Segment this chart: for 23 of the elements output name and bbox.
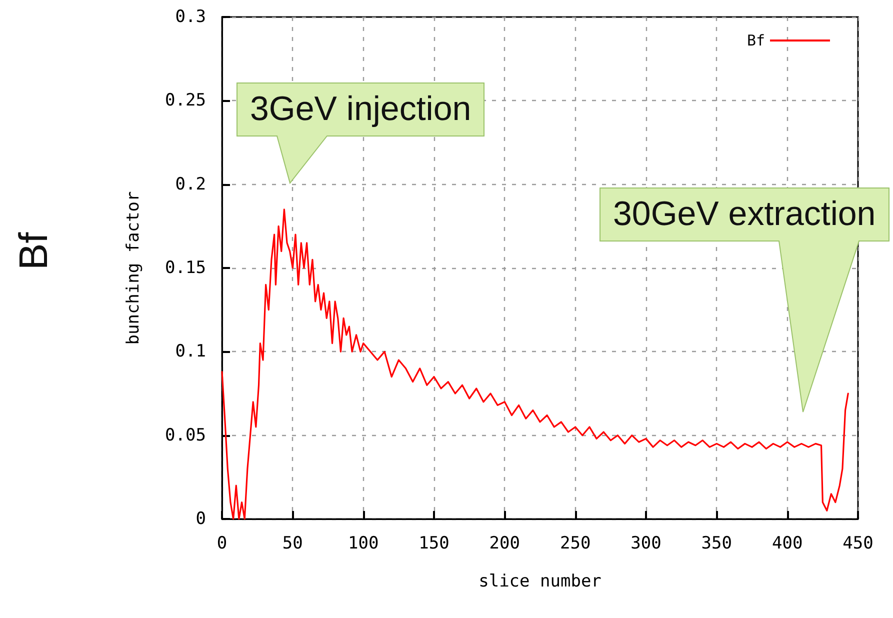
annotation: 3GeV injection <box>249 89 472 130</box>
x-tick-label: 150 <box>418 534 450 554</box>
y-tick-label: 0.1 <box>175 342 206 362</box>
x-tick-label: 450 <box>842 534 874 554</box>
x-tick-label: 400 <box>772 534 803 554</box>
x-tick-label: 100 <box>348 534 379 554</box>
y-tick-label: 0 <box>196 509 206 529</box>
x-tick-label: 250 <box>560 534 591 554</box>
y-tick-label: 0.15 <box>165 258 206 278</box>
y-tick-label: 0.05 <box>165 425 206 446</box>
x-tick-label: 300 <box>630 534 662 554</box>
y-tick-label: 0.3 <box>175 7 206 27</box>
y-axis-title: bunching factor <box>124 191 144 345</box>
x-tick-label: 350 <box>701 534 732 554</box>
y-tick-label: 0.25 <box>165 90 206 111</box>
legend-label: Bf <box>746 32 765 50</box>
x-tick-label: 0 <box>216 534 228 554</box>
annotation: 30GeV extraction <box>612 194 877 235</box>
y-tick-label: 0.2 <box>175 174 206 194</box>
x-tick-label: 200 <box>489 534 520 554</box>
x-tick-label: 50 <box>282 534 303 554</box>
x-axis-title: slice number <box>478 572 602 592</box>
text: Bf <box>12 232 57 270</box>
